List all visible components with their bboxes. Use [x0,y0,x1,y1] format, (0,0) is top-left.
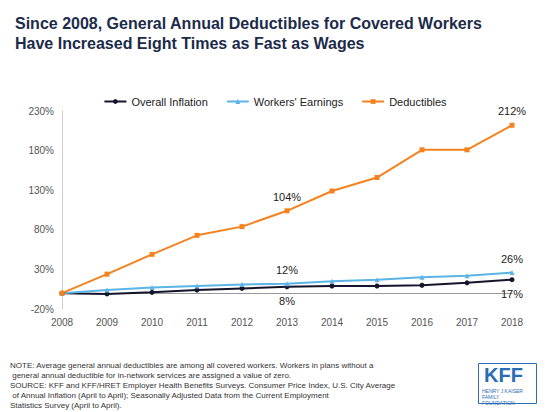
svg-text:2009: 2009 [96,317,119,328]
svg-text:2017: 2017 [456,317,479,328]
svg-text:180%: 180% [28,145,54,156]
svg-text:230%: 230% [28,106,54,117]
svg-text:212%: 212% [498,105,526,117]
svg-text:Since 2008, General Annual Ded: Since 2008, General Annual Deductibles f… [15,15,482,32]
svg-text:104%: 104% [273,191,301,203]
svg-text:FAMILY: FAMILY [482,394,501,400]
svg-text:2011: 2011 [186,317,208,328]
svg-text:17%: 17% [501,288,523,300]
svg-text:2018: 2018 [501,317,524,328]
svg-text:2008: 2008 [51,317,74,328]
svg-text:2014: 2014 [321,317,344,328]
svg-text:12%: 12% [276,264,298,276]
svg-text:general annual deductible for: general annual deductible for in-network… [10,371,291,380]
svg-text:Have Increased Eight Times as: Have Increased Eight Times as Fast as Wa… [15,35,365,52]
svg-text:2012: 2012 [231,317,254,328]
svg-text:of Annual Inflation (April to: of Annual Inflation (April to April); Se… [10,391,331,400]
svg-text:30%: 30% [34,264,54,275]
svg-text:FOUNDATION: FOUNDATION [482,400,515,406]
svg-text:HENRY J KAISER: HENRY J KAISER [482,388,525,394]
svg-text:80%: 80% [34,224,54,235]
svg-text:8%: 8% [279,295,295,307]
svg-text:KFF: KFF [484,364,523,386]
svg-text:2015: 2015 [366,317,389,328]
svg-text:Deductibles: Deductibles [389,96,447,108]
svg-text:130%: 130% [28,185,54,196]
svg-text:Statistics Survey (April to Ap: Statistics Survey (April to April). [10,401,122,410]
svg-text:Overall Inflation: Overall Inflation [131,96,207,108]
svg-text:SOURCE: KFF and KFF/HRET Emplo: SOURCE: KFF and KFF/HRET Employer Health… [10,381,396,390]
svg-text:2013: 2013 [276,317,299,328]
svg-text:26%: 26% [501,253,523,265]
svg-text:Workers' Earnings: Workers' Earnings [254,96,344,108]
svg-text:2010: 2010 [141,317,164,328]
svg-text:2016: 2016 [411,317,434,328]
svg-text:-20%: -20% [31,304,54,315]
svg-text:NOTE: Average general annual d: NOTE: Average general annual deductibles… [10,361,374,370]
